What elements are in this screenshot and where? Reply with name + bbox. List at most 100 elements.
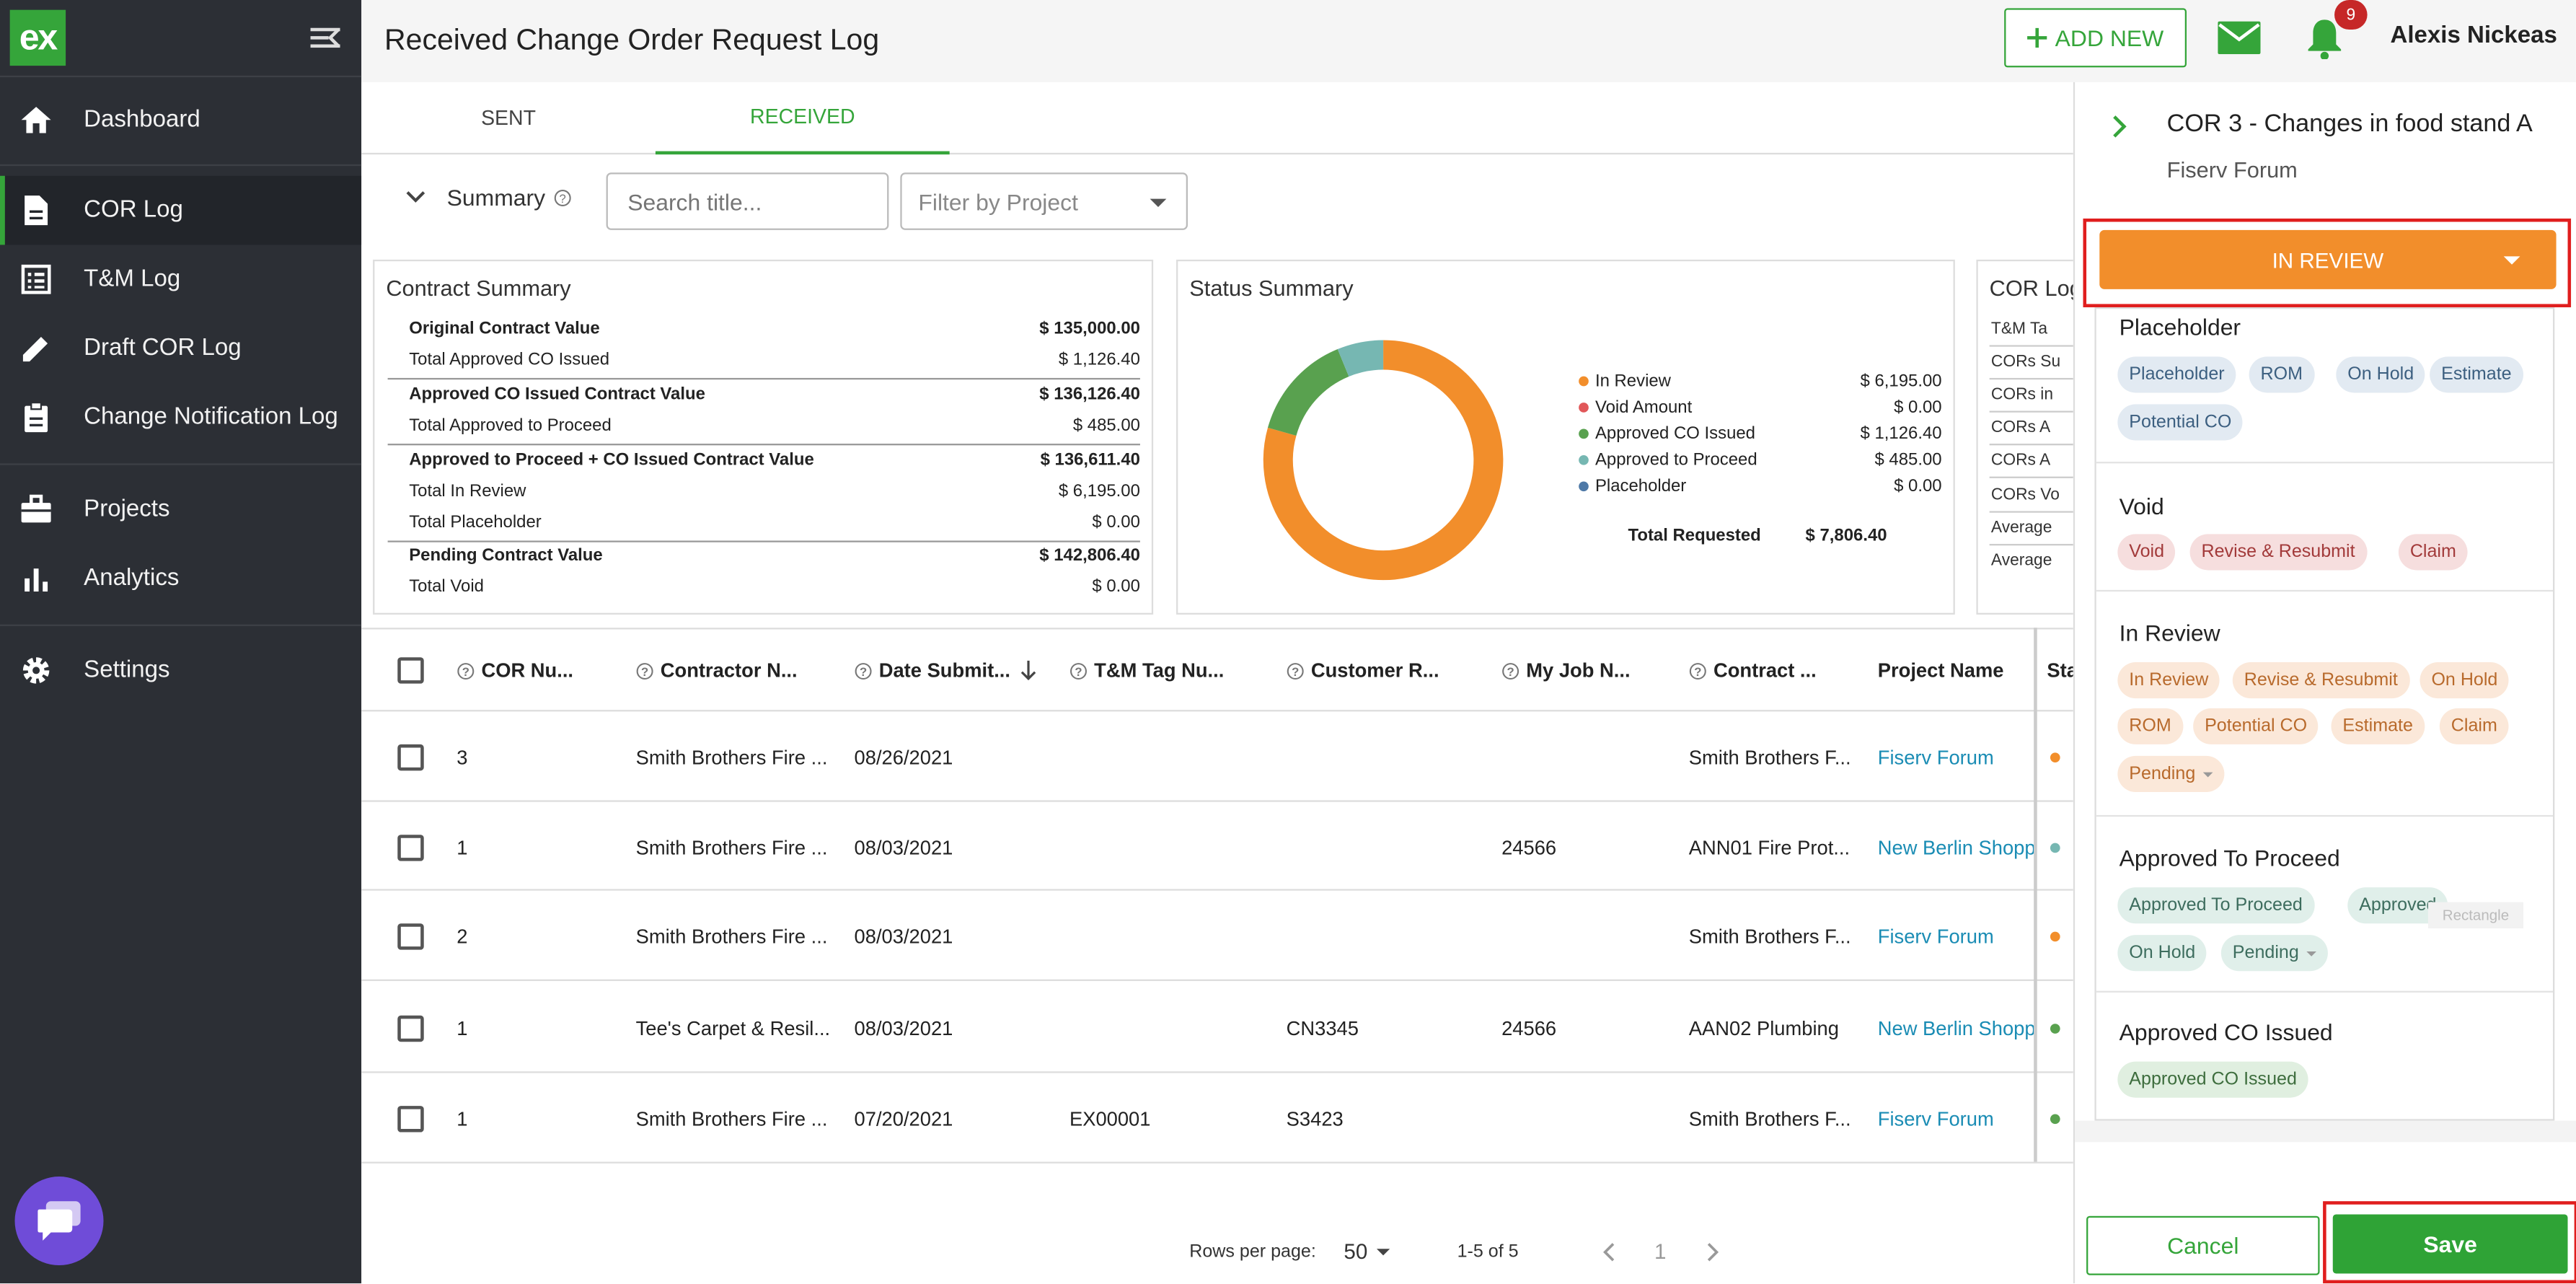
cell-project-link[interactable]: New Berlin Shopp xyxy=(1877,1017,2034,1040)
contract-summary-card: Contract Summary Original Contract Value… xyxy=(373,259,1154,615)
sidebar-item-analytics[interactable]: Analytics xyxy=(0,544,361,613)
column-divider xyxy=(2034,628,2037,1162)
status-option-chip[interactable]: Approved To Proceed xyxy=(2117,887,2314,924)
row-checkbox[interactable] xyxy=(397,1106,424,1133)
status-option-chip[interactable]: Pending xyxy=(2117,755,2226,792)
caret-down-icon xyxy=(2503,256,2520,265)
current-page: 1 xyxy=(1654,1239,1667,1264)
status-option-chip[interactable]: Pending xyxy=(2220,935,2329,972)
legend-row: Approved CO Issued $ 1,126.40 xyxy=(1579,424,1942,444)
sidebar-item-draft-cor-log[interactable]: Draft COR Log xyxy=(0,314,361,383)
column-header-my-job-number[interactable]: ? My Job N... xyxy=(1501,659,1631,682)
tab-received[interactable]: RECEIVED xyxy=(655,82,950,155)
status-option-chip[interactable]: Placeholder xyxy=(2117,356,2236,393)
logo[interactable]: ex xyxy=(9,9,66,66)
log-item: CORs in xyxy=(1990,386,2054,405)
status-option-chip[interactable]: ROM xyxy=(2117,708,2183,744)
sidebar-item-dashboard[interactable]: Dashboard xyxy=(0,85,361,154)
column-header-date-submitted[interactable]: ? Date Submit... xyxy=(855,659,1037,682)
column-header-customer-ref[interactable]: ? Customer R... xyxy=(1287,659,1439,682)
status-option-chip[interactable]: Claim xyxy=(2398,534,2468,571)
status-option-chip[interactable]: Void xyxy=(2117,534,2176,571)
status-option-chip[interactable]: Approved CO Issued xyxy=(2117,1061,2308,1098)
help-icon: ? xyxy=(554,188,571,206)
status-option-chip[interactable]: On Hold xyxy=(2336,356,2426,393)
status-select[interactable]: IN REVIEW xyxy=(2099,229,2557,289)
column-header-contractor[interactable]: ? Contractor N... xyxy=(636,659,798,682)
legend-dot xyxy=(1579,403,1589,413)
card-title: Status Summary xyxy=(1189,276,1354,301)
status-option-chip[interactable]: On Hold xyxy=(2117,935,2207,972)
status-option-chip[interactable]: Estimate xyxy=(2430,356,2523,393)
status-option-chip[interactable]: Potential CO xyxy=(2193,708,2319,744)
sidebar-item-projects[interactable]: Projects xyxy=(0,475,361,544)
row-checkbox[interactable] xyxy=(397,744,424,771)
project-filter-select[interactable]: Filter by Project xyxy=(900,172,1188,230)
sidebar-item-settings[interactable]: Settings xyxy=(0,636,361,705)
column-header-status[interactable]: Sta xyxy=(2047,659,2073,682)
status-dot xyxy=(2050,752,2060,762)
notification-bell-icon[interactable] xyxy=(2306,17,2342,68)
chevron-left-icon[interactable] xyxy=(1602,1242,1615,1262)
status-option-chip[interactable]: Potential CO xyxy=(2117,404,2244,441)
chevron-right-icon[interactable] xyxy=(2111,115,2127,138)
search-input[interactable] xyxy=(606,172,889,230)
caret-down-icon[interactable] xyxy=(1376,1249,1390,1256)
menu-collapse-icon[interactable] xyxy=(310,26,340,49)
tab-sent[interactable]: SENT xyxy=(481,107,537,130)
table-row[interactable]: 2 Smith Brothers Fire ... 08/03/2021 Smi… xyxy=(361,891,2073,981)
status-option-chip[interactable]: Revise & Resubmit xyxy=(2232,662,2409,699)
cell-cor-number: 1 xyxy=(456,1107,468,1131)
status-option-chip[interactable]: Revise & Resubmit xyxy=(2189,534,2367,571)
cell-project-link[interactable]: Fiserv Forum xyxy=(1877,1107,1994,1131)
column-header-tm-tag[interactable]: ? T&M Tag Nu... xyxy=(1069,659,1224,682)
row-checkbox[interactable] xyxy=(397,1015,424,1042)
gear-icon xyxy=(19,654,53,687)
help-icon: ? xyxy=(1502,661,1519,679)
table-row[interactable]: 1 Smith Brothers Fire ... 07/20/2021 EX0… xyxy=(361,1073,2073,1164)
svg-text:?: ? xyxy=(462,664,469,678)
summary-toolbar: Summary ? Filter by Project xyxy=(361,172,2073,232)
card-title: COR Log xyxy=(1989,276,2073,301)
panel-subtitle: Fiserv Forum xyxy=(2166,157,2298,183)
table-row[interactable]: 1 Tee's Carpet & Resil... 08/03/2021 CN3… xyxy=(361,981,2073,1073)
status-option-chip[interactable]: Claim xyxy=(2439,708,2509,744)
column-header-cor-number[interactable]: ? COR Nu... xyxy=(456,659,573,682)
cell-project-link[interactable]: New Berlin Shopp xyxy=(1877,836,2034,860)
cancel-button[interactable]: Cancel xyxy=(2086,1215,2320,1275)
table-row[interactable]: 1 Smith Brothers Fire ... 08/03/2021 245… xyxy=(361,802,2073,891)
cell-date: 08/03/2021 xyxy=(854,925,953,949)
select-all-checkbox[interactable] xyxy=(397,657,424,684)
page-title: Received Change Order Request Log xyxy=(384,22,880,56)
chevron-right-icon[interactable] xyxy=(1707,1242,1720,1262)
status-summary-card: Status Summary In Review $ 6,195.00 Void … xyxy=(1176,259,1955,615)
chat-widget-button[interactable] xyxy=(14,1177,104,1266)
mail-icon[interactable] xyxy=(2218,21,2261,63)
summary-toggle[interactable]: Summary ? xyxy=(406,184,572,211)
save-button[interactable]: Save xyxy=(2332,1214,2568,1274)
donut-slice-in-review xyxy=(1263,340,1504,581)
row-checkbox[interactable] xyxy=(397,835,424,861)
table-row[interactable]: 3 Smith Brothers Fire ... 08/26/2021 Smi… xyxy=(361,711,2073,802)
contract-row: Total In Review $ 6,195.00 xyxy=(409,481,1140,501)
add-new-button[interactable]: ADD NEW xyxy=(2004,8,2187,68)
status-option-chip[interactable]: ROM xyxy=(2249,356,2314,393)
sidebar-item-cor-log[interactable]: COR Log xyxy=(0,175,362,245)
rows-per-page-select[interactable]: 50 xyxy=(1344,1239,1368,1264)
column-header-contract[interactable]: ? Contract ... xyxy=(1689,659,1817,682)
status-option-chip[interactable]: In Review xyxy=(2117,662,2220,699)
row-checkbox[interactable] xyxy=(397,923,424,950)
user-name[interactable]: Alexis Nickeas xyxy=(2390,22,2557,50)
cell-contractor: Smith Brothers Fire ... xyxy=(635,836,828,860)
cell-project-link[interactable]: Fiserv Forum xyxy=(1877,925,1994,949)
cell-tm-tag: EX00001 xyxy=(1069,1107,1151,1131)
status-option-chip[interactable]: On Hold xyxy=(2420,662,2510,699)
status-option-chip[interactable]: Estimate xyxy=(2331,708,2425,744)
sidebar-item-label: Change Notification Log xyxy=(84,404,338,431)
sidebar-item-change-notification-log[interactable]: Change Notification Log xyxy=(0,383,361,452)
sidebar-item-tm-log[interactable]: T&M Log xyxy=(0,245,361,314)
column-header-project-name[interactable]: Project Name xyxy=(1877,659,2004,682)
table-header: ? COR Nu... ? Contractor N... ? Date Submit… xyxy=(361,628,2073,712)
cell-project-link[interactable]: Fiserv Forum xyxy=(1877,746,1994,770)
log-item: CORs Su xyxy=(1990,353,2061,371)
